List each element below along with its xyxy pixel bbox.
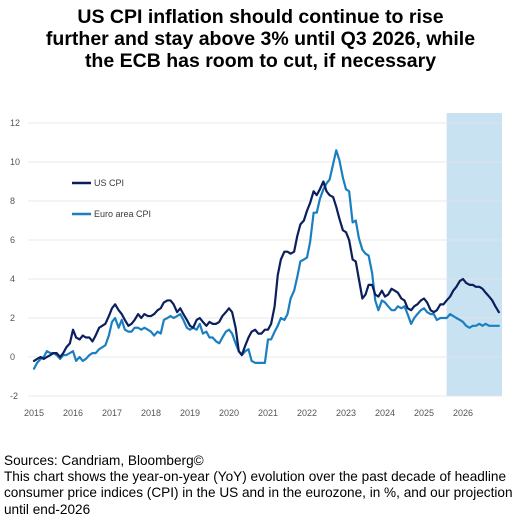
- x-tick-label: 2019: [180, 408, 200, 418]
- y-tick-label: 4: [10, 274, 15, 284]
- us-cpi-line: [32, 180, 500, 362]
- x-tick-label: 2020: [219, 408, 239, 418]
- y-tick-label: 0: [10, 352, 15, 362]
- x-tick-label: 2016: [63, 408, 83, 418]
- x-tick-label: 2021: [258, 408, 278, 418]
- source-note: Sources: Candriam, Bloomberg©: [4, 453, 204, 468]
- y-tick-label: 8: [10, 196, 15, 206]
- legend-label-us-cpi: US CPI: [94, 178, 124, 188]
- y-tick-label: 6: [10, 235, 15, 245]
- chart-title-line: US CPI inflation should continue to rise: [77, 6, 444, 28]
- x-tick-label: 2023: [336, 408, 356, 418]
- projection-period-band: [446, 113, 502, 396]
- y-tick-label: 12: [10, 118, 20, 128]
- legend: US CPI Euro area CPI: [72, 178, 151, 219]
- y-tick-label: 10: [10, 157, 20, 167]
- chart-footer: Sources: Candriam, Bloomberg© This chart…: [4, 453, 519, 518]
- legend-label-euro-area-cpi: Euro area CPI: [94, 209, 151, 219]
- x-tick-label: 2017: [102, 408, 122, 418]
- x-axis-ticks: 2015 2016 2017 2018 2019 2020 2021 2022 2023 2024…: [24, 408, 473, 418]
- x-tick-label: 2015: [24, 408, 44, 418]
- x-tick-label: 2018: [141, 408, 161, 418]
- y-tick-label: -2: [10, 391, 18, 401]
- y-tick-label: 2: [10, 313, 15, 323]
- x-tick-label: 2025: [414, 408, 434, 418]
- chart-description: This chart shows the year-on-year (YoY) …: [4, 469, 513, 517]
- y-axis-ticks: -2 0 2 4 6 8 10 12: [10, 118, 20, 401]
- euro-area-cpi-line: [32, 149, 500, 370]
- chart-title-line: further and stay above 3% until Q3 2026,…: [45, 28, 476, 50]
- gridlines: [28, 122, 502, 397]
- chart-title: US CPI inflation should continue to rise…: [0, 6, 521, 72]
- x-tick-label: 2024: [375, 408, 395, 418]
- x-tick-label: 2026: [453, 408, 473, 418]
- series-lines: [32, 149, 500, 370]
- line-chart: -2 0 2 4 6 8 10 12 2015 2016 2017 2018 2019 2020 2021…: [10, 113, 502, 418]
- x-tick-label: 2022: [297, 408, 317, 418]
- chart-title-line: the ECB has room to cut, if necessary: [84, 50, 437, 72]
